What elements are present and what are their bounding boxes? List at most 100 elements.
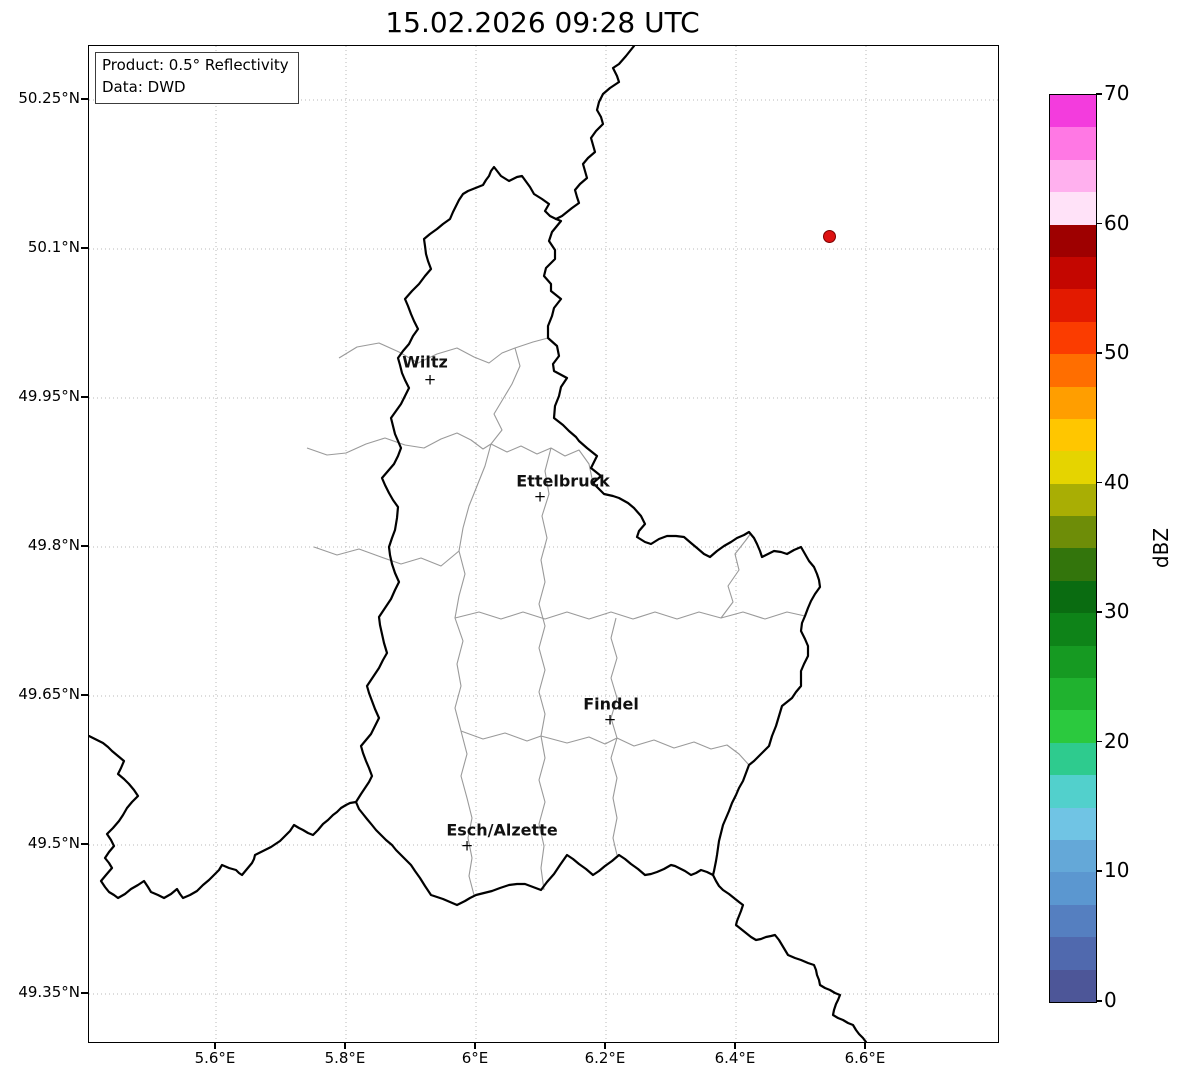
y-tick-mark <box>81 396 88 398</box>
country-borders <box>89 46 868 1042</box>
canton-boundary <box>460 730 750 766</box>
colorbar <box>1049 94 1097 1003</box>
colorbar-tick-mark <box>1096 222 1102 225</box>
map-canvas <box>89 46 998 1042</box>
city-marker-icon: + <box>423 370 437 389</box>
x-tick-mark <box>734 1042 736 1049</box>
x-tick-mark <box>474 1042 476 1049</box>
y-tick-mark <box>81 694 88 696</box>
canton-boundary <box>454 443 492 896</box>
colorbar-band <box>1050 969 1096 1002</box>
colorbar-band <box>1050 775 1096 808</box>
y-tick-label: 49.65°N <box>18 685 80 703</box>
france-germany-border <box>711 873 868 1042</box>
colorbar-tick-mark <box>1096 1000 1102 1002</box>
colorbar-tick-mark <box>1096 93 1102 95</box>
x-tick-mark <box>864 1042 866 1049</box>
map-plot: Product: 0.5° Reflectivity Data: DWD <box>88 45 999 1043</box>
city-marker-icon: + <box>460 836 474 855</box>
colorbar-band <box>1050 548 1096 581</box>
city-marker-icon: + <box>533 487 547 506</box>
colorbar-band <box>1050 742 1096 776</box>
colorbar-band <box>1050 95 1096 128</box>
gridlines <box>89 46 998 1042</box>
y-tick-mark <box>81 98 88 100</box>
city-label: Wiltz <box>402 352 448 372</box>
france-belgium-border <box>89 734 358 900</box>
x-tick-mark <box>604 1042 606 1049</box>
product-info-box: Product: 0.5° Reflectivity Data: DWD <box>95 52 299 104</box>
x-tick-mark <box>344 1042 346 1049</box>
canton-boundary <box>490 347 521 445</box>
y-tick-mark <box>81 247 88 249</box>
colorbar-axis-label: dBZ <box>1149 527 1173 569</box>
colorbar-tick-mark <box>1096 352 1102 354</box>
colorbar-band <box>1050 159 1096 193</box>
product-info-line: Product: 0.5° Reflectivity <box>102 56 289 74</box>
radar-echo-dot <box>823 230 836 243</box>
canton-boundary <box>610 617 618 856</box>
y-tick-mark <box>81 992 88 994</box>
colorbar-tick-label: 50 <box>1104 340 1130 365</box>
colorbar-tick-label: 10 <box>1104 858 1130 883</box>
y-tick-label: 49.35°N <box>18 983 80 1001</box>
colorbar-band <box>1050 872 1096 905</box>
colorbar-tick-label: 30 <box>1104 599 1130 624</box>
y-tick-label: 49.5°N <box>27 834 80 852</box>
y-tick-label: 50.1°N <box>27 238 80 256</box>
figure-title: 15.02.2026 09:28 UTC <box>385 6 700 39</box>
y-tick-mark <box>81 545 88 547</box>
colorbar-band <box>1050 354 1096 387</box>
colorbar-band <box>1050 127 1096 160</box>
city-label: Esch/Alzette <box>446 820 558 840</box>
colorbar-tick-mark <box>1096 611 1102 613</box>
colorbar-band <box>1050 580 1096 614</box>
canton-boundary <box>538 447 552 891</box>
colorbar-band <box>1050 678 1096 711</box>
canton-boundaries <box>306 337 806 896</box>
colorbar-band <box>1050 224 1096 257</box>
colorbar-band <box>1050 321 1096 355</box>
city-label: Findel <box>583 694 639 714</box>
x-tick-mark <box>214 1042 216 1049</box>
canton-boundary <box>720 532 752 619</box>
colorbar-band <box>1050 192 1096 225</box>
colorbar-band <box>1050 516 1096 549</box>
colorbar-band <box>1050 483 1096 517</box>
x-tick-label: 6.2°E <box>584 1049 626 1067</box>
x-tick-label: 6°E <box>461 1049 489 1067</box>
colorbar-tick-label: 40 <box>1104 469 1130 494</box>
colorbar-tick-label: 20 <box>1104 728 1130 753</box>
colorbar-band <box>1050 451 1096 484</box>
colorbar-band <box>1050 645 1096 679</box>
city-label: Ettelbruck <box>516 471 610 491</box>
colorbar-band <box>1050 386 1096 419</box>
belgium-germany-border <box>554 46 636 221</box>
colorbar-band <box>1050 418 1096 452</box>
canton-boundary <box>313 546 460 567</box>
city-marker-icon: + <box>603 710 617 729</box>
y-tick-label: 50.25°N <box>18 89 80 107</box>
colorbar-band <box>1050 710 1096 743</box>
colorbar-tick-label: 60 <box>1104 210 1130 235</box>
y-tick-label: 49.95°N <box>18 387 80 405</box>
canton-boundary <box>454 611 806 620</box>
colorbar-tick-label: 0 <box>1104 988 1117 1012</box>
x-tick-label: 5.6°E <box>194 1049 236 1067</box>
colorbar-band <box>1050 904 1096 938</box>
x-tick-label: 6.6°E <box>844 1049 886 1067</box>
colorbar-band <box>1050 613 1096 646</box>
x-tick-label: 5.8°E <box>324 1049 366 1067</box>
colorbar-tick-label: 70 <box>1104 81 1130 105</box>
colorbar-tick-mark <box>1096 740 1102 743</box>
y-tick-label: 49.8°N <box>27 536 80 554</box>
colorbar-band <box>1050 289 1096 322</box>
colorbar-tick-mark <box>1096 870 1102 873</box>
data-source-line: Data: DWD <box>102 77 186 96</box>
x-tick-label: 6.4°E <box>714 1049 756 1067</box>
colorbar-tick-mark <box>1096 481 1102 484</box>
colorbar-band <box>1050 256 1096 290</box>
colorbar-band <box>1050 839 1096 873</box>
colorbar-band <box>1050 807 1096 840</box>
